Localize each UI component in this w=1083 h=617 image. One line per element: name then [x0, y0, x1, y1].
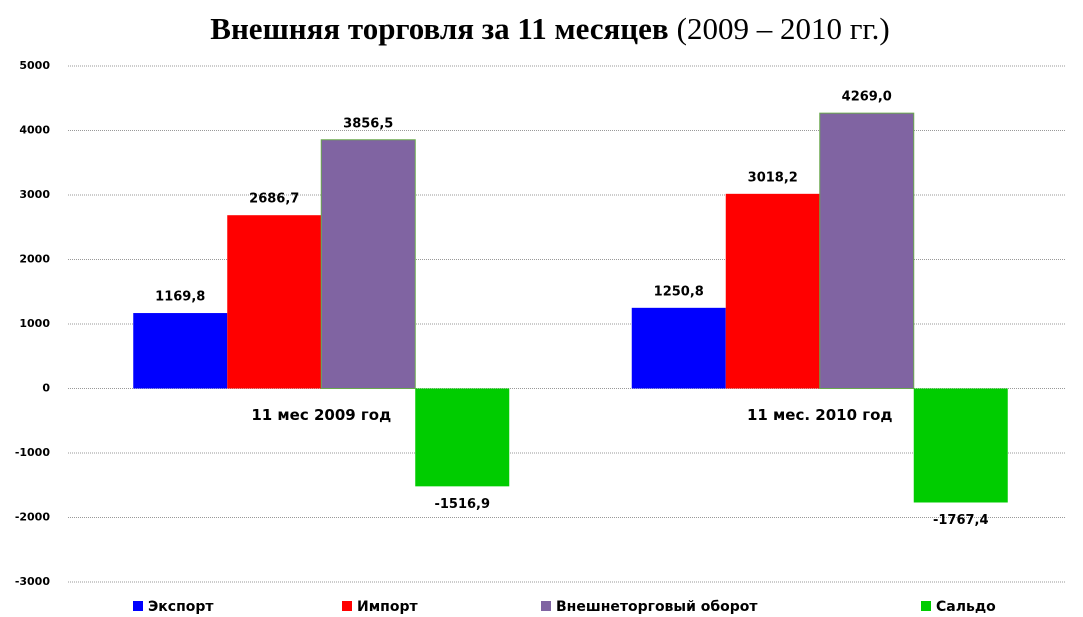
legend-swatch	[342, 601, 352, 611]
y-tick-label: 4000	[19, 124, 50, 137]
data-label: 3856,5	[343, 116, 393, 131]
legend-label: Импорт	[357, 599, 418, 615]
bar	[227, 215, 322, 389]
bar	[913, 388, 1008, 503]
legend-swatch	[541, 601, 551, 611]
y-tick-label: -1000	[15, 446, 51, 459]
y-tick-label: 2000	[19, 253, 50, 266]
y-tick-label: 1000	[19, 317, 50, 330]
y-tick-label: 5000	[19, 59, 50, 72]
bar	[725, 193, 820, 389]
data-label: -1767,4	[933, 513, 989, 528]
legend-label: Сальдо	[936, 599, 996, 615]
bar	[819, 112, 915, 389]
y-tick-label: -2000	[15, 511, 51, 524]
bar	[415, 388, 510, 487]
chart-title: Внешняя торговля за 11 месяцев (2009 – 20…	[210, 11, 889, 46]
bar	[133, 313, 228, 389]
category-label: 11 мес 2009 год	[251, 406, 391, 424]
data-label: 2686,7	[249, 192, 299, 207]
title-period: (2009 – 2010 гг.)	[677, 11, 890, 46]
y-tick-label: 3000	[19, 188, 50, 201]
data-label: 1169,8	[155, 290, 205, 305]
bar	[631, 307, 726, 389]
legend-swatch	[921, 601, 931, 611]
y-tick-label: -3000	[15, 575, 51, 588]
legend-label: Внешнеторговый оборот	[556, 599, 758, 615]
y-tick-label: 0	[42, 382, 50, 395]
data-label: -1516,9	[434, 497, 490, 512]
legend-label: Экспорт	[148, 599, 214, 615]
category-label: 11 мес. 2010 год	[747, 406, 893, 424]
data-label: 3018,2	[748, 170, 798, 185]
title-main: Внешняя торговля за 11 месяцев	[210, 11, 668, 46]
data-label: 4269,0	[842, 90, 892, 105]
legend-swatch	[133, 601, 143, 611]
bar	[320, 139, 416, 389]
data-label: 1250,8	[654, 284, 704, 299]
